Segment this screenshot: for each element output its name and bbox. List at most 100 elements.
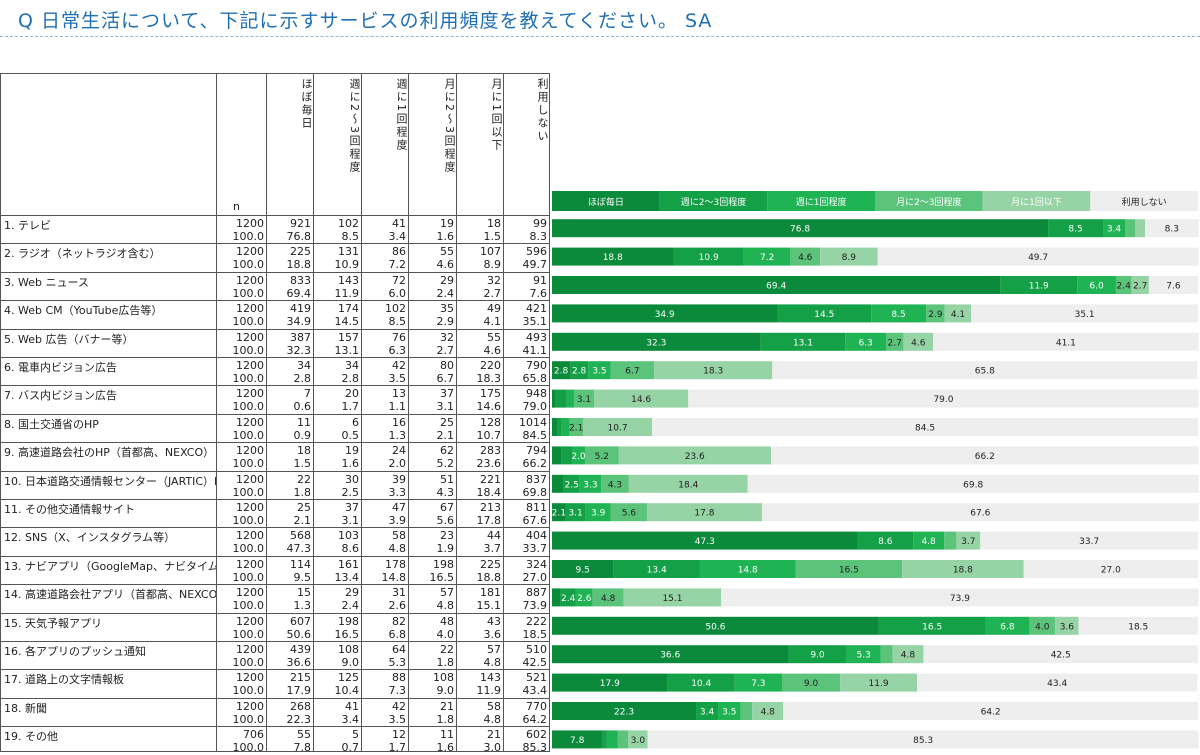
table-row: 8. 国土交通省のHP 1200 100.0 11 0.9 6 0.5 16 1.3 25 2.1 1… <box>1 413 549 442</box>
bar-value-label: 3.5 <box>722 708 736 718</box>
count-value: 37 <box>345 501 359 514</box>
sample-pct: 100.0 <box>232 372 265 385</box>
percent-value: 4.6 <box>483 343 502 357</box>
bar-value-label: 8.3 <box>1165 225 1179 235</box>
count-value: 157 <box>338 330 359 344</box>
percent-value: 6.8 <box>388 627 407 641</box>
bar-segment <box>552 474 564 493</box>
percent-value: 14.8 <box>381 570 407 584</box>
bar-value-label: 2.0 <box>571 452 586 462</box>
bar-segment <box>552 588 561 607</box>
bar-value-label: 11.9 <box>869 679 889 689</box>
percent-value: 3.0 <box>483 741 502 755</box>
bar-segment <box>1029 616 1056 635</box>
sample-pct: 100.0 <box>232 627 265 641</box>
percent-value: 76.8 <box>286 230 312 243</box>
bar-segment <box>734 673 782 692</box>
bar-segment <box>552 673 668 692</box>
percent-value: 17.9 <box>286 684 312 698</box>
bar-value-label: 2.7 <box>1133 282 1147 292</box>
percent-value: 18.8 <box>476 570 502 584</box>
percent-value: 4.8 <box>388 542 407 556</box>
bar-segment <box>743 247 791 266</box>
bar-value-label: 3.1 <box>577 395 591 405</box>
bar-segment <box>565 503 586 522</box>
bar-segment <box>610 503 647 522</box>
count-value: 86 <box>392 245 406 259</box>
count-value: 72 <box>392 273 406 287</box>
sample-size: 1200 <box>236 529 264 543</box>
count-value: 58 <box>487 699 501 713</box>
legend-swatch <box>1090 191 1198 211</box>
percent-value: 41.1 <box>522 343 548 357</box>
percent-value: 1.8 <box>293 485 312 499</box>
percent-value: 65.8 <box>522 372 548 385</box>
count-value: 225 <box>290 245 311 259</box>
bar-segment <box>944 304 972 323</box>
table-row: 18. 新聞 1200 100.0 268 22.3 41 3.4 42 3.5 21 1.8 58 4… <box>1 697 549 726</box>
count-value: 41 <box>345 699 359 713</box>
percent-value: 2.1 <box>293 514 312 527</box>
bar-segment <box>760 332 846 351</box>
percent-value: 7.3 <box>388 684 407 698</box>
percent-value: 2.5 <box>341 485 360 499</box>
bar-segment <box>871 304 927 323</box>
row-label: 1. テレビ <box>4 219 51 232</box>
percent-value: 23.6 <box>476 457 502 471</box>
bar-segment <box>1135 219 1146 238</box>
bar-segment <box>572 446 585 465</box>
bar-value-label: 4.8 <box>761 708 776 718</box>
percent-value: 3.1 <box>341 514 360 527</box>
bar-value-label: 64.2 <box>981 708 1001 718</box>
percent-value: 0.5 <box>341 428 360 442</box>
count-value: 25 <box>440 415 454 429</box>
bar-value-label: 2.8 <box>572 367 587 377</box>
bar-segment <box>606 730 618 749</box>
bar-value-label: 41.1 <box>1056 338 1076 348</box>
count-value: 404 <box>526 529 547 543</box>
percent-value: 16.5 <box>334 627 360 641</box>
count-value: 76 <box>392 330 406 344</box>
sample-size: 1200 <box>236 671 264 685</box>
percent-value: 8.3 <box>529 230 548 243</box>
bar-segment <box>652 418 1198 436</box>
percent-value: 49.7 <box>522 258 548 272</box>
count-value: 55 <box>440 245 454 259</box>
bar-value-label: 15.1 <box>662 594 682 604</box>
bar-value-label: 73.9 <box>950 594 970 604</box>
count-value: 568 <box>290 529 311 543</box>
sample-size: 1200 <box>236 217 264 230</box>
count-value: 178 <box>385 557 406 571</box>
legend-swatch <box>659 191 768 211</box>
bar-segment <box>795 560 903 578</box>
count-value: 24 <box>392 444 406 458</box>
bar-segment <box>667 673 735 692</box>
percent-value: 2.6 <box>388 599 407 613</box>
count-value: 837 <box>526 472 547 486</box>
count-value: 44 <box>487 529 501 543</box>
page-title: Q 日常生活について、下記に示すサービスの利用頻度を教えてください。 SA <box>18 10 713 32</box>
percent-value: 50.6 <box>286 627 312 641</box>
count-value: 510 <box>526 643 547 656</box>
bar-segment <box>552 361 571 380</box>
count-value: 35 <box>440 302 454 316</box>
bar-segment <box>788 645 847 664</box>
count-value: 15 <box>297 586 311 600</box>
bar-value-label: 16.5 <box>922 622 942 632</box>
percent-value: 34.9 <box>286 315 312 329</box>
bar-value-label: 3.4 <box>700 708 715 718</box>
percent-value: 11.9 <box>334 286 360 300</box>
bar-segment <box>770 446 1199 465</box>
count-value: 102 <box>338 217 359 230</box>
legend-swatch <box>875 191 983 211</box>
percent-value: 4.8 <box>483 712 502 726</box>
percent-value: 2.9 <box>436 315 455 329</box>
bar-segment <box>552 389 556 408</box>
sample-pct: 100.0 <box>232 656 265 669</box>
data-table: n ほぼ毎日 週に2〜3回程度 週に1回程度 月に2〜3回程度 月に1回以下 利用しない 1… <box>0 73 550 755</box>
table-row: 7. バス内ビジョン広告 1200 100.0 7 0.6 20 1.7 13 1.1 37 3.1… <box>1 385 549 413</box>
count-value: 419 <box>290 302 311 316</box>
stacked-bar-chart: ほぼ毎日 週に2〜3回程度 週に1回程度 月に2〜3回程度 月に1回以下 利用しない 76.… <box>552 191 1199 749</box>
sample-pct: 100.0 <box>232 599 265 613</box>
bar-value-label: 2.9 <box>928 310 943 320</box>
